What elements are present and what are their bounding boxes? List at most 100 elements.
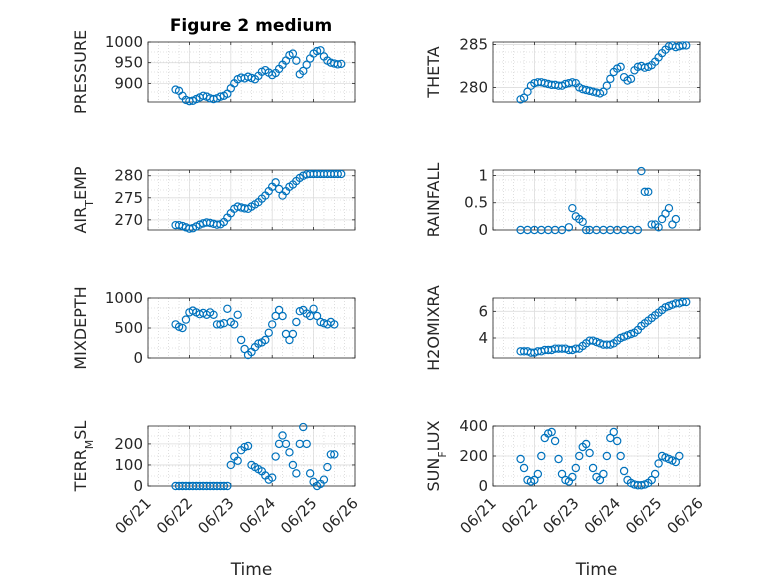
data-point xyxy=(609,427,618,437)
data-point xyxy=(537,451,546,461)
data-point xyxy=(568,203,577,213)
data-point xyxy=(547,427,556,437)
axes-box xyxy=(492,297,701,359)
axes-box xyxy=(492,41,701,103)
x-tick-label: 06/26 xyxy=(664,494,707,537)
y-axis-label: SUNFLUX xyxy=(424,420,449,491)
data-point xyxy=(216,92,225,101)
data-point xyxy=(268,473,277,482)
data-point xyxy=(616,62,625,72)
data-point xyxy=(595,475,605,485)
y-tick-label: 285 xyxy=(459,36,488,54)
data-point xyxy=(292,469,301,478)
data-point xyxy=(633,225,643,235)
data-point xyxy=(240,344,249,354)
data-series xyxy=(516,41,691,104)
data-point xyxy=(174,322,184,331)
data-point xyxy=(216,320,225,329)
axes-box xyxy=(492,169,701,231)
data-point xyxy=(271,178,280,187)
data-point xyxy=(578,217,587,227)
data-point xyxy=(519,463,529,473)
data-point xyxy=(568,78,577,87)
subplot-theta: 280 285 THETA xyxy=(424,36,701,104)
data-point xyxy=(288,49,298,58)
y-tick-label: 400 xyxy=(459,417,488,435)
data-point xyxy=(516,454,525,464)
x-tick-label: 06/21 xyxy=(112,494,155,537)
data-point xyxy=(278,431,287,440)
y-axis-label: PRESSURE xyxy=(71,30,90,114)
data-point xyxy=(309,304,318,313)
subplot-rainfall: 0 0.5 1 RAINFALL xyxy=(424,163,701,239)
subplot-h2omixra: 4 6 H2OMIXRA xyxy=(424,285,701,371)
data-point xyxy=(337,169,346,179)
data-point xyxy=(613,436,622,446)
data-point xyxy=(292,56,301,65)
data-point xyxy=(678,41,687,50)
y-axis-label: AIRTEMP xyxy=(71,166,96,233)
x-axis-label: Time xyxy=(230,560,273,580)
data-point xyxy=(626,74,636,84)
data-point xyxy=(292,317,301,327)
data-point xyxy=(602,81,612,90)
data-series xyxy=(516,297,691,357)
data-point xyxy=(671,457,681,467)
x-tick-label: 06/24 xyxy=(581,494,624,537)
y-tick-label: 280 xyxy=(114,167,143,185)
y-tick-label: 200 xyxy=(114,435,143,453)
y-tick-label: 900 xyxy=(114,74,143,92)
data-point xyxy=(236,335,246,345)
axes-box xyxy=(147,425,356,487)
data-point xyxy=(281,439,291,449)
y-tick-label: 0 xyxy=(133,477,143,495)
x-tick-label: 06/22 xyxy=(498,494,541,537)
data-point xyxy=(268,320,277,329)
data-point xyxy=(319,475,329,484)
y-tick-label: 950 xyxy=(114,54,143,72)
data-series xyxy=(171,304,339,360)
data-point xyxy=(564,223,574,232)
x-tick-label: 06/24 xyxy=(236,494,279,537)
data-point xyxy=(285,448,294,457)
data-point xyxy=(682,297,691,307)
data-point xyxy=(606,433,615,443)
data-point xyxy=(557,225,567,235)
y-tick-label: 0.5 xyxy=(464,194,488,212)
data-point xyxy=(523,87,532,96)
data-point xyxy=(233,310,242,319)
y-tick-label: 100 xyxy=(114,456,143,474)
data-point xyxy=(533,469,543,479)
data-point xyxy=(226,460,235,470)
y-axis-label: RAINFALL xyxy=(424,163,443,238)
data-point xyxy=(599,87,608,96)
subplot-air-temp: 270 275 280 AIRTEMP xyxy=(71,166,356,234)
data-point xyxy=(302,60,311,69)
data-point xyxy=(219,481,229,491)
data-point xyxy=(675,451,684,461)
data-point xyxy=(571,463,581,473)
data-point xyxy=(240,442,249,452)
data-point xyxy=(682,41,691,50)
y-tick-label: 0 xyxy=(478,477,488,495)
subplot-mixdepth: 0 500 1000 MIXDEPTH xyxy=(71,286,356,370)
data-point xyxy=(285,335,294,345)
data-series xyxy=(516,427,684,490)
data-point xyxy=(650,469,660,479)
data-point xyxy=(302,439,311,449)
data-point xyxy=(644,187,653,197)
data-point xyxy=(585,448,594,458)
data-point xyxy=(550,436,560,446)
data-point xyxy=(223,481,232,491)
x-tick-label: 06/23 xyxy=(539,494,582,537)
data-point xyxy=(581,439,591,449)
data-point xyxy=(337,59,346,69)
y-tick-label: 6 xyxy=(478,302,488,320)
data-point xyxy=(654,459,663,468)
data-point xyxy=(606,74,615,84)
data-point xyxy=(330,320,339,329)
y-tick-label: 270 xyxy=(114,211,143,229)
data-point xyxy=(664,203,674,213)
